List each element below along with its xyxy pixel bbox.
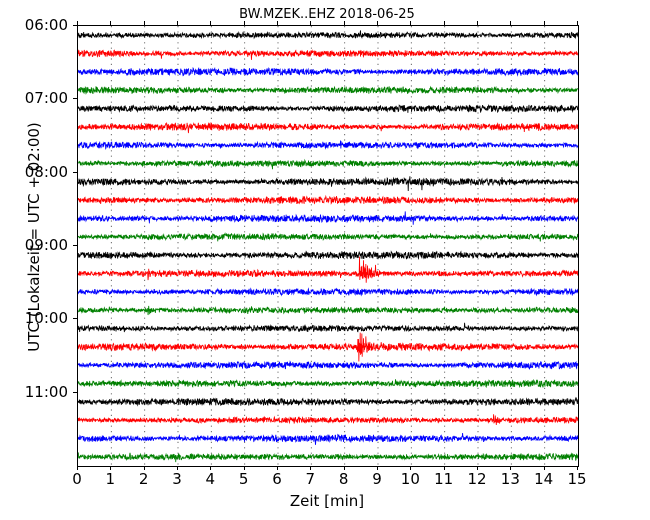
seismogram-trace	[78, 256, 578, 283]
x-tick-mark	[510, 466, 512, 470]
x-tick-mark	[77, 466, 78, 470]
seismogram-trace	[78, 250, 578, 260]
x-tick-mark	[110, 466, 112, 470]
x-tick-mark	[177, 466, 178, 470]
x-tick-mark-top	[177, 21, 178, 25]
x-tick-mark	[243, 466, 245, 470]
seismogram-trace	[78, 379, 578, 389]
y-tick-mark	[73, 245, 77, 246]
y-tick-label: 07:00	[24, 89, 68, 108]
y-tick-label: 09:00	[24, 236, 68, 254]
seismogram-trace	[78, 211, 578, 225]
y-tick-mark	[73, 318, 77, 320]
x-tick-label: 5	[238, 470, 249, 488]
y-tick-label: 08:00	[24, 162, 68, 181]
seismogram-trace	[78, 433, 578, 445]
x-tick-mark	[543, 466, 545, 470]
x-tick-label: 7	[305, 470, 316, 488]
seismogram-trace	[78, 287, 578, 297]
x-tick-mark	[477, 466, 478, 470]
y-tick-mark	[73, 25, 77, 26]
x-tick-mark	[343, 466, 345, 470]
seismogram-traces	[78, 26, 578, 466]
x-tick-mark-top	[477, 21, 478, 25]
page-title: BW.MZEK..EHZ 2018-06-25	[239, 7, 415, 22]
seismogram-trace	[78, 104, 578, 114]
y-tick-mark	[73, 98, 77, 100]
x-tick-mark	[210, 466, 212, 470]
seismogram-trace	[78, 176, 578, 191]
x-tick-mark-top	[110, 21, 112, 25]
seismogram-trace	[78, 66, 578, 77]
x-tick-mark-top	[210, 21, 212, 25]
y-tick-label: 06:00	[24, 16, 68, 34]
seismogram-trace	[78, 121, 578, 134]
seismogram-trace	[78, 332, 578, 362]
x-tick-label: 11	[434, 470, 454, 488]
x-tick-mark-top	[77, 21, 78, 25]
x-tick-mark-top	[410, 21, 412, 25]
y-tick-label: 11:00	[24, 382, 68, 401]
y-tick-label: 10:00	[24, 309, 68, 328]
x-tick-mark	[443, 466, 445, 470]
x-tick-mark-top	[243, 21, 245, 25]
x-tick-label: 13	[500, 470, 520, 488]
x-tick-label: 4	[205, 470, 216, 488]
seismogram-trace	[78, 232, 578, 242]
x-tick-label: 6	[272, 470, 282, 488]
x-tick-mark-top	[577, 21, 578, 25]
seismogram-trace	[78, 305, 578, 316]
x-tick-mark-top	[143, 21, 145, 25]
x-tick-label: 10	[400, 470, 420, 488]
x-tick-mark	[143, 466, 145, 470]
seismogram-trace	[78, 85, 578, 95]
seismogram-trace	[78, 49, 578, 60]
seismogram-trace	[78, 396, 578, 407]
x-tick-label: 1	[105, 470, 116, 488]
seismogram-trace	[78, 414, 578, 425]
x-tick-label: 14	[534, 470, 554, 488]
x-tick-label: 0	[72, 470, 82, 488]
y-tick-mark	[73, 391, 77, 393]
seismogram-trace	[78, 140, 578, 151]
seismogram-trace	[78, 158, 578, 170]
seismogram-trace	[78, 194, 578, 205]
x-tick-label: 12	[467, 470, 487, 488]
x-tick-mark	[410, 466, 412, 470]
plot-area	[77, 25, 579, 467]
x-tick-mark-top	[443, 21, 445, 25]
x-tick-mark-top	[543, 21, 545, 25]
x-tick-label: 2	[138, 470, 149, 488]
x-tick-mark	[277, 466, 278, 470]
x-tick-mark-top	[510, 21, 512, 25]
x-axis-label: Zeit [min]	[289, 492, 365, 510]
x-tick-label: 9	[372, 470, 382, 488]
y-tick-mark	[73, 171, 77, 173]
seismogram-trace	[78, 30, 578, 40]
seismogram-trace	[78, 360, 578, 370]
x-tick-mark-top	[310, 21, 312, 25]
seismogram-trace	[78, 452, 578, 463]
x-tick-mark-top	[377, 21, 378, 25]
x-tick-mark	[577, 466, 578, 470]
x-tick-mark-top	[277, 21, 278, 25]
x-tick-label: 3	[172, 470, 182, 488]
x-tick-label: 15	[567, 470, 587, 488]
x-tick-mark	[310, 466, 312, 470]
x-tick-mark	[377, 466, 378, 470]
seismogram-trace	[78, 322, 578, 333]
x-tick-label: 8	[338, 470, 349, 488]
x-tick-mark-top	[343, 21, 345, 25]
